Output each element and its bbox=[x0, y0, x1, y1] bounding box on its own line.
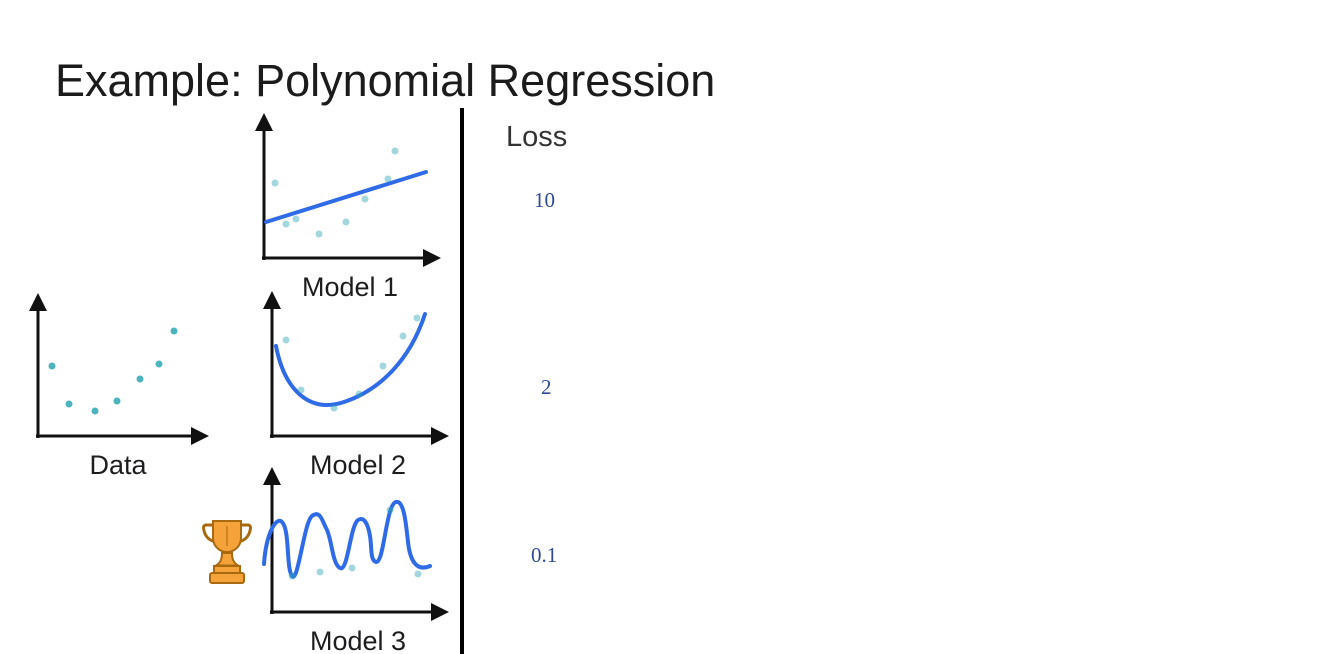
scatter-dot bbox=[399, 332, 407, 340]
scatter-dot bbox=[355, 390, 363, 398]
data-plot-label: Data bbox=[89, 450, 147, 480]
model2-plot-label: Model 2 bbox=[309, 450, 407, 480]
scatter-dot bbox=[413, 314, 421, 322]
model2-plot: Model 2 bbox=[258, 288, 458, 481]
model1-fit-line bbox=[264, 170, 428, 224]
scatter-dot bbox=[292, 215, 300, 223]
loss-value-model3: 0.1 bbox=[531, 543, 558, 567]
loss-column-header: Loss bbox=[506, 121, 568, 153]
scatter-dot bbox=[91, 407, 99, 415]
scatter-dot bbox=[113, 397, 121, 405]
scatter-dot bbox=[297, 386, 305, 394]
scatter-dot bbox=[316, 568, 324, 576]
model3-plot-label: Model 3 bbox=[309, 626, 407, 654]
data-plot-canvas bbox=[29, 293, 209, 445]
model2-fit-curve bbox=[274, 312, 427, 407]
scatter-dot bbox=[384, 175, 392, 183]
scatter-dot bbox=[379, 362, 387, 370]
page-title: Example: Polynomial Regression bbox=[55, 55, 716, 106]
scatter-dot bbox=[170, 327, 178, 335]
scatter-dot bbox=[348, 564, 356, 572]
scatter-dot bbox=[414, 570, 422, 578]
scatter-dot bbox=[330, 404, 338, 412]
scatter-dot bbox=[155, 360, 163, 368]
model1-plot: Model 1 bbox=[250, 110, 450, 303]
loss-value-model2: 2 bbox=[541, 375, 552, 399]
model3-plot-canvas bbox=[262, 467, 449, 621]
scatter-dot bbox=[65, 400, 73, 408]
scatter-dot bbox=[282, 336, 290, 344]
model1-plot-label: Model 1 bbox=[301, 272, 399, 302]
scatter-dot bbox=[386, 506, 394, 514]
scatter-dot bbox=[391, 147, 399, 155]
loss-value-model1: 10 bbox=[534, 188, 555, 212]
scatter-dot bbox=[288, 572, 296, 580]
model1-plot-canvas bbox=[255, 113, 441, 267]
scatter-dot bbox=[361, 195, 369, 203]
scatter-dot bbox=[136, 375, 144, 383]
model3-fit-curve bbox=[262, 500, 432, 579]
scatter-dot bbox=[271, 179, 279, 187]
scatter-dot bbox=[282, 220, 290, 228]
model2-plot-canvas bbox=[263, 291, 449, 445]
scatter-dot bbox=[48, 362, 56, 370]
vertical-divider bbox=[460, 108, 464, 654]
scatter-dot bbox=[315, 230, 323, 238]
trophy-icon bbox=[201, 516, 253, 595]
scatter-dot bbox=[342, 218, 350, 226]
data-plot: Data bbox=[18, 288, 218, 481]
model3-plot: Model 3 bbox=[258, 464, 458, 654]
